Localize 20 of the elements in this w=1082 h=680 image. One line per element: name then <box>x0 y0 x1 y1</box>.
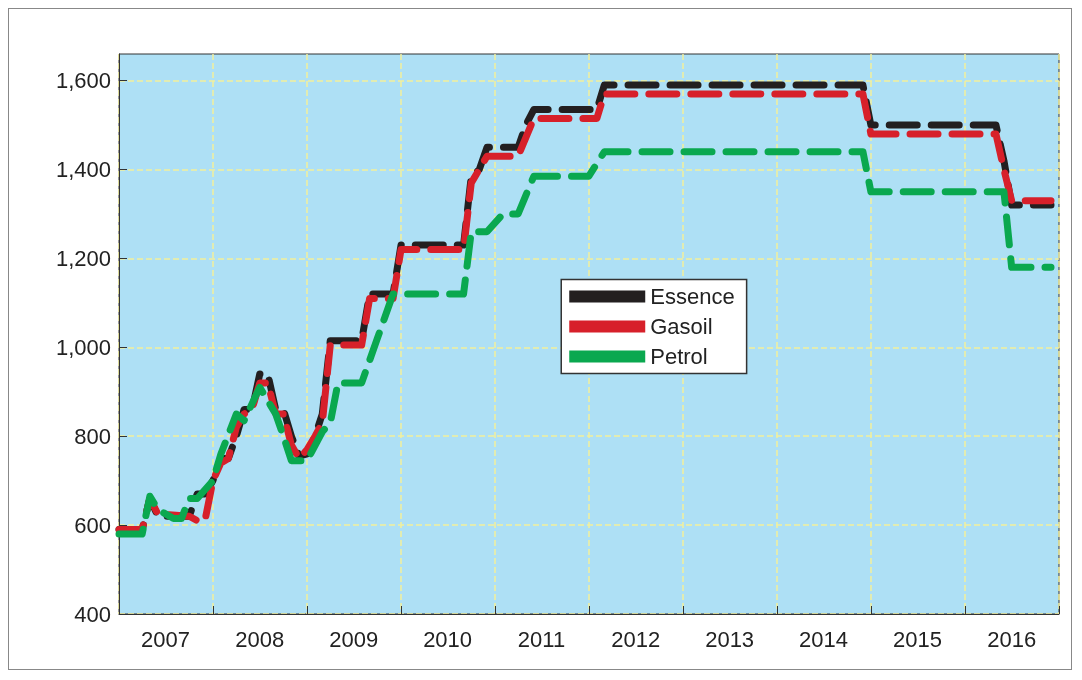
x-tick-label: 2014 <box>799 626 849 652</box>
x-tick-label: 2010 <box>423 626 473 652</box>
y-tick-label: 1,400 <box>55 157 111 183</box>
x-tick-label: 2008 <box>235 626 285 652</box>
legend-label: Gasoil <box>650 314 713 340</box>
x-tick-label: 2009 <box>329 626 379 652</box>
x-tick-label: 2013 <box>705 626 755 652</box>
y-tick-label: 600 <box>74 512 111 538</box>
y-tick-label: 1,200 <box>55 245 111 271</box>
y-tick-label: 800 <box>74 423 111 449</box>
y-tick-label: 400 <box>74 601 111 627</box>
x-tick-label: 2012 <box>611 626 661 652</box>
x-tick-label: 2015 <box>893 626 942 652</box>
legend-label: Petrol <box>650 344 708 370</box>
x-tick-label: 2016 <box>987 626 1037 652</box>
y-tick-label: 1,600 <box>55 68 111 94</box>
legend-label: Essence <box>650 284 735 310</box>
y-tick-label: 1,000 <box>55 334 111 360</box>
x-tick-label: 2007 <box>141 626 191 652</box>
x-tick-label: 2011 <box>517 626 566 652</box>
